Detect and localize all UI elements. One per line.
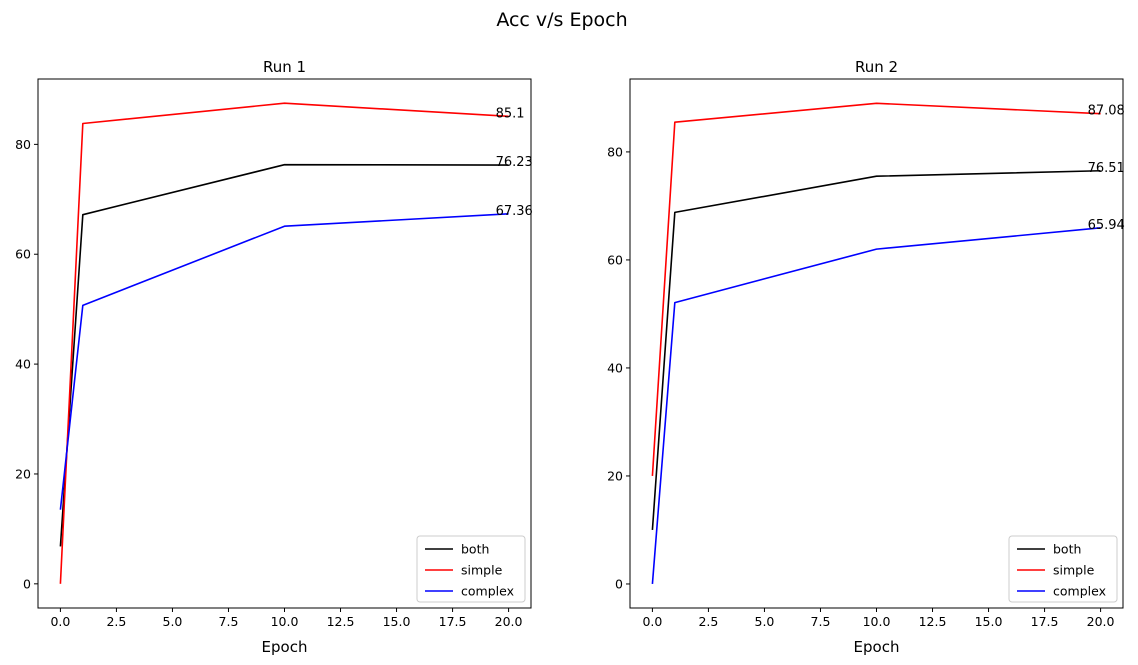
- figure-suptitle: Acc v/s Epoch: [496, 9, 627, 31]
- y-tick-label: 80: [15, 137, 31, 152]
- y-tick-label: 40: [15, 357, 31, 372]
- subplot-run-1: Run 1 0.0 2.5 5.0 7.5 10.0 12.5 15.0 17.5 20.0 0 20…: [15, 58, 533, 656]
- series-line-complex: [651, 227, 1101, 585]
- y-tick-label: 20: [15, 466, 31, 481]
- x-tick-label: 17.5: [439, 614, 467, 629]
- y-tick-label: 60: [15, 247, 31, 262]
- legend-label-simple: simple: [1053, 563, 1095, 578]
- x-tick-label: 20.0: [1087, 614, 1115, 629]
- end-value-label-simple: 85.1: [496, 106, 525, 121]
- subplot-run-2: Run 2 0.0 2.5 5.0 7.5 10.0 12.5 15.0 17.5 20.0 0 20…: [607, 58, 1125, 656]
- series-line-both: [651, 169, 1101, 531]
- y-tick-label: 0: [615, 576, 623, 591]
- x-tick-label: 0.0: [50, 614, 70, 629]
- y-tick-label: 80: [607, 144, 623, 159]
- series-line-simple: [651, 102, 1101, 477]
- legend-label-simple: simple: [461, 563, 503, 578]
- legend-label-complex: complex: [1053, 584, 1106, 599]
- x-tick-label: 12.5: [919, 614, 947, 629]
- x-tick-label: 15.0: [383, 614, 411, 629]
- legend-label-both: both: [461, 542, 489, 557]
- x-tick-label: 7.5: [811, 614, 831, 629]
- legend-label-both: both: [1053, 542, 1081, 557]
- axes-title: Run 2: [855, 58, 898, 76]
- x-tick-label: 7.5: [219, 614, 239, 629]
- series-line-both: [59, 163, 509, 547]
- legend: both simple complex: [416, 535, 526, 603]
- axes-title: Run 1: [263, 58, 306, 76]
- x-tick-label: 5.0: [755, 614, 775, 629]
- x-tick-label: 17.5: [1031, 614, 1059, 629]
- series-line-simple: [59, 102, 509, 584]
- legend-label-complex: complex: [461, 584, 514, 599]
- series-line-complex: [59, 213, 509, 510]
- y-tick-label: 20: [607, 468, 623, 483]
- x-tick-label: 0.0: [642, 614, 662, 629]
- x-tick-label: 10.0: [271, 614, 299, 629]
- y-tick-label: 40: [607, 360, 623, 375]
- x-tick-label: 20.0: [495, 614, 523, 629]
- axes-frame: [37, 78, 532, 609]
- end-value-label-simple: 87.08: [1088, 104, 1125, 119]
- end-value-label-complex: 65.94: [1088, 218, 1125, 233]
- x-tick-label: 5.0: [163, 614, 183, 629]
- end-value-label-complex: 67.36: [496, 204, 533, 219]
- x-axis-label: Epoch: [262, 638, 308, 656]
- end-value-label-both: 76.51: [1088, 161, 1125, 176]
- x-axis-label: Epoch: [854, 638, 900, 656]
- y-tick-label: 0: [23, 576, 31, 591]
- x-tick-label: 2.5: [698, 614, 718, 629]
- axes-frame: [629, 78, 1124, 609]
- x-tick-label: 10.0: [863, 614, 891, 629]
- x-tick-label: 15.0: [975, 614, 1003, 629]
- legend: both simple complex: [1008, 535, 1118, 603]
- y-tick-label: 60: [607, 252, 623, 267]
- end-value-label-both: 76.23: [496, 155, 533, 170]
- legend-frame: [1008, 535, 1118, 603]
- legend-frame: [416, 535, 526, 603]
- x-tick-label: 12.5: [327, 614, 355, 629]
- x-tick-label: 2.5: [106, 614, 126, 629]
